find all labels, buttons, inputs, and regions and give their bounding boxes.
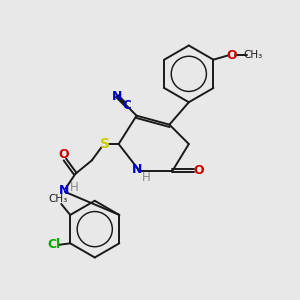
Text: Cl: Cl [47,238,60,251]
Text: O: O [226,49,237,62]
Text: CH₃: CH₃ [244,50,263,60]
Text: N: N [112,89,122,103]
Text: S: S [100,137,110,151]
Text: N: N [132,163,142,176]
Text: N: N [59,184,70,197]
Text: O: O [194,164,204,177]
Text: H: H [70,182,78,194]
Text: O: O [58,148,69,161]
Text: C: C [122,99,131,112]
Text: CH₃: CH₃ [49,194,68,204]
Text: H: H [142,171,151,184]
